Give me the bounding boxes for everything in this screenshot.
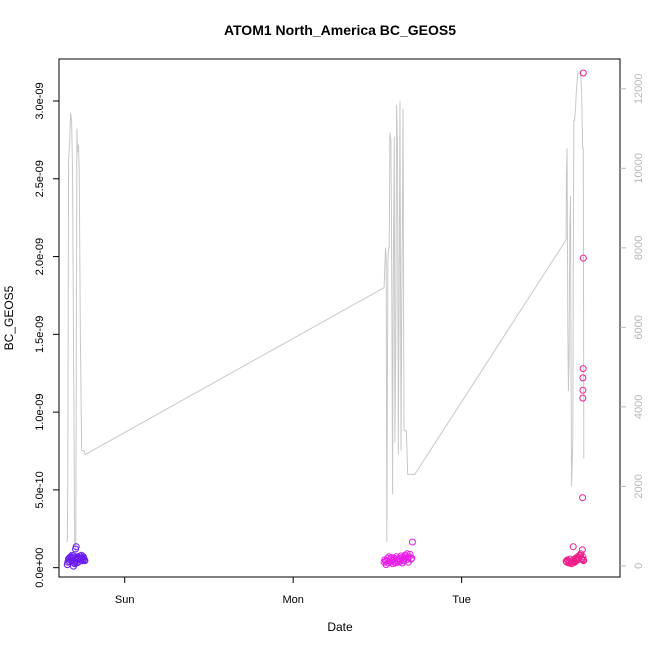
data-point — [579, 494, 587, 502]
data-point — [81, 557, 89, 565]
x-axis-label: Date — [327, 620, 353, 634]
data-point — [408, 554, 416, 562]
secondary-line-layer — [66, 72, 585, 554]
y2-tick-label: 4000 — [633, 395, 645, 419]
data-point — [579, 553, 587, 561]
y-tick-label: 2.5e-09 — [34, 160, 46, 197]
y2-tick-label: 0 — [633, 563, 645, 569]
y-tick-label: 0.0e+00 — [34, 548, 46, 588]
data-point — [578, 546, 586, 554]
data-point — [579, 374, 587, 382]
points-layer — [63, 69, 588, 570]
data-point — [579, 394, 587, 402]
data-point — [579, 254, 587, 262]
data-point — [579, 69, 587, 77]
y-tick-label: 3.0e-09 — [34, 82, 46, 119]
data-point — [579, 386, 587, 394]
data-point — [569, 543, 577, 551]
secondary-series-line — [66, 72, 585, 554]
data-point — [406, 550, 414, 558]
data-point — [408, 538, 416, 546]
x-tick-label: Tue — [452, 594, 471, 606]
data-point — [579, 365, 587, 373]
data-point — [407, 555, 415, 563]
data-point — [70, 562, 77, 570]
y-tick-label: 1.5e-09 — [34, 316, 46, 353]
y-tick-label: 2.0e-09 — [34, 238, 46, 275]
y-tick-label: 1.0e-09 — [34, 393, 46, 430]
axes-layer: Sun Mon Tue 0.0e+00 5.0e-10 1.0e-09 1.5e-09 2.0… — [34, 74, 645, 606]
y2-tick-label: 8000 — [633, 236, 645, 260]
data-point — [579, 556, 587, 564]
plot-frame — [58, 58, 621, 578]
data-point — [72, 543, 80, 551]
y2-tick-label: 2000 — [633, 474, 645, 498]
x-tick-label: Sun — [115, 594, 135, 606]
y2-tick-label: 12000 — [633, 74, 645, 105]
y2-tick-label: 6000 — [633, 315, 645, 339]
x-tick-label: Mon — [282, 594, 303, 606]
y-axis-label: BC_GEOS5 — [2, 285, 16, 350]
y2-tick-label: 10000 — [633, 153, 645, 184]
chart-title: ATOM1 North_America BC_GEOS5 — [224, 22, 456, 38]
y-tick-label: 5.0e-10 — [34, 471, 46, 508]
